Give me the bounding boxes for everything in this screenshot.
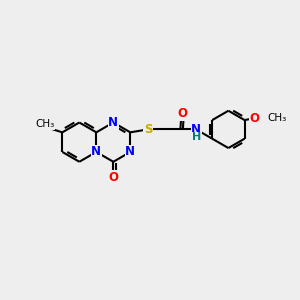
Text: N: N bbox=[91, 146, 101, 158]
Text: N: N bbox=[191, 123, 201, 136]
Text: H: H bbox=[192, 132, 202, 142]
Text: N: N bbox=[125, 146, 135, 158]
Text: O: O bbox=[249, 112, 260, 124]
Text: N: N bbox=[108, 116, 118, 129]
Text: CH₃: CH₃ bbox=[35, 119, 54, 130]
Text: S: S bbox=[144, 123, 152, 136]
Text: CH₃: CH₃ bbox=[267, 113, 286, 123]
Text: O: O bbox=[177, 107, 188, 120]
Text: O: O bbox=[108, 171, 118, 184]
